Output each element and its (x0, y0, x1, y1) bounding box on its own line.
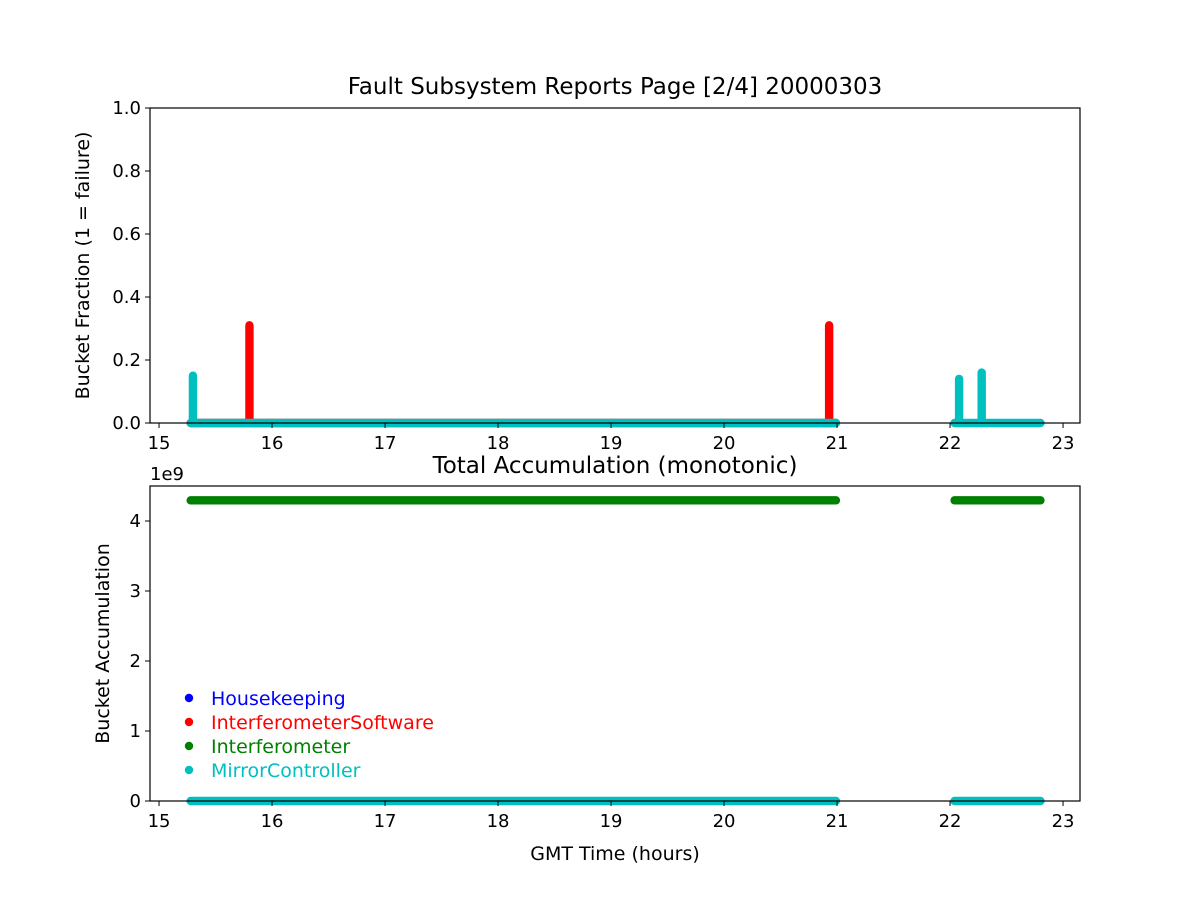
x-tick-label: 22 (939, 811, 962, 832)
y-tick-label: 0.0 (112, 413, 141, 434)
top-panel-frame (149, 107, 1081, 424)
bottom-panel-y-axis-label: Bucket Accumulation (92, 543, 114, 744)
x-tick-label: 23 (1052, 811, 1075, 832)
x-tick-label: 18 (487, 811, 510, 832)
legend-marker-mirrorcontroller (184, 765, 194, 775)
x-tick-label: 20 (713, 433, 736, 454)
legend-label-interferometersoftware: InterferometerSoftware (211, 712, 434, 734)
legend-marker-interferometersoftware (184, 717, 194, 727)
y-tick-label: 4 (130, 511, 141, 532)
bottom-panel-frame (149, 485, 1081, 802)
top-panel-title: Fault Subsystem Reports Page [2/4] 20000… (348, 74, 883, 100)
y-tick-label: 0.6 (112, 224, 141, 245)
top-panel-fault-fraction: Fault Subsystem Reports Page [2/4] 20000… (72, 74, 1081, 454)
y-tick-label: 1 (130, 721, 141, 742)
top-panel-y-axis: 0.0 0.2 0.4 0.6 0.8 1.0 (112, 98, 150, 434)
legend-marker-interferometer (184, 741, 194, 751)
bottom-panel-y-axis: 0 1 2 3 4 (130, 511, 150, 812)
x-tick-label: 15 (148, 433, 171, 454)
x-tick-label: 17 (374, 433, 397, 454)
x-tick-label: 16 (261, 433, 284, 454)
bottom-panel-total-accumulation: Total Accumulation (monotonic) 1e9 15 16 1… (92, 453, 1081, 865)
top-panel-x-axis: 15 16 17 18 19 20 21 22 23 (148, 423, 1075, 454)
y-tick-label: 0.4 (112, 287, 141, 308)
y-tick-label: 3 (130, 581, 141, 602)
legend-label-housekeeping: Housekeeping (211, 688, 346, 710)
x-tick-label: 21 (826, 433, 849, 454)
y-tick-label: 2 (130, 651, 141, 672)
y-tick-label: 1.0 (112, 98, 141, 119)
y-tick-label: 0.2 (112, 350, 141, 371)
bottom-panel-x-axis: 15 16 17 18 19 20 21 22 23 (148, 801, 1075, 832)
y-tick-label: 0.8 (112, 161, 141, 182)
y-tick-label: 0 (130, 791, 141, 812)
x-tick-label: 19 (600, 433, 623, 454)
x-tick-label: 16 (261, 811, 284, 832)
x-tick-label: 20 (713, 811, 736, 832)
x-tick-label: 19 (600, 811, 623, 832)
top-panel-y-axis-label: Bucket Fraction (1 = failure) (72, 132, 94, 400)
legend-label-mirrorcontroller: MirrorController (211, 760, 361, 782)
x-tick-label: 21 (826, 811, 849, 832)
legend-marker-housekeeping (184, 693, 194, 703)
x-tick-label: 17 (374, 811, 397, 832)
x-tick-label: 15 (148, 811, 171, 832)
legend-label-interferometer: Interferometer (211, 736, 350, 758)
legend: HousekeepingInterferometerSoftwareInterf… (184, 688, 434, 782)
bottom-panel-x-axis-label: GMT Time (hours) (530, 843, 700, 865)
x-tick-label: 18 (487, 433, 510, 454)
bottom-panel-offset-label: 1e9 (150, 464, 184, 485)
x-tick-label: 22 (939, 433, 962, 454)
bottom-panel-title: Total Accumulation (monotonic) (432, 453, 798, 479)
x-tick-label: 23 (1052, 433, 1075, 454)
